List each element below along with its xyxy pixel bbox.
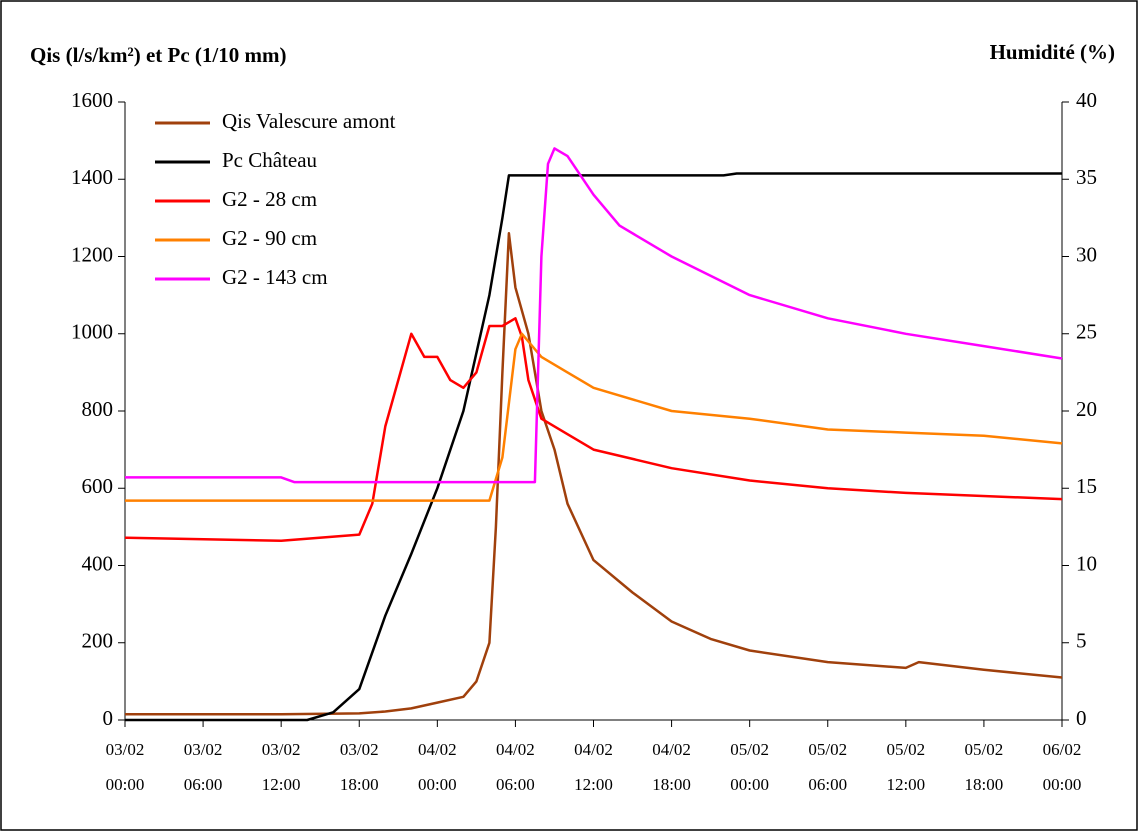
- y-tick-label: 0: [103, 706, 114, 730]
- y2-tick-label: 10: [1076, 551, 1097, 575]
- x-tick-label: 03/02 18:00: [339, 740, 379, 794]
- series-line: [124, 317, 1063, 543]
- y2-tick-label: 25: [1076, 320, 1097, 344]
- x-tick-label: 05/02 12:00: [886, 740, 926, 794]
- y-tick-label: 600: [82, 474, 114, 498]
- legend-label: G2 - 90 cm: [222, 226, 317, 250]
- series-line: [125, 172, 1062, 722]
- x-tick-label: 05/02 06:00: [808, 740, 848, 794]
- series-line: [125, 332, 1063, 502]
- y-tick-label: 1400: [71, 165, 113, 189]
- y2-tick-label: 35: [1076, 165, 1097, 189]
- x-tick-label: 04/02 06:00: [496, 740, 535, 794]
- y2-tick-label: 40: [1076, 88, 1097, 112]
- x-tick-label: 05/02 00:00: [730, 740, 770, 794]
- x-tick-label: 03/02 06:00: [183, 740, 223, 794]
- x-tick-label: 04/02 00:00: [417, 740, 457, 794]
- y-tick-label: 1600: [71, 88, 113, 112]
- y-tick-label: 1200: [71, 242, 113, 266]
- x-tick-label: 06/02 00:00: [1042, 740, 1082, 794]
- y2-tick-label: 20: [1076, 397, 1097, 421]
- y2-tick-label: 5: [1076, 629, 1087, 653]
- y2-tick-label: 15: [1076, 474, 1097, 498]
- y2-tick-label: 30: [1076, 242, 1097, 266]
- x-tick-label: 03/02 00:00: [105, 740, 145, 794]
- x-tick-label: 05/02 18:00: [964, 740, 1004, 794]
- y-tick-label: 200: [82, 629, 114, 653]
- x-tick-label: 04/02 18:00: [652, 740, 691, 794]
- series-line: [125, 232, 1063, 716]
- y2-axis-label: Humidité (%): [990, 40, 1115, 64]
- y-axis-label: Qis (l/s/km²) et Pc (1/10 mm): [30, 43, 287, 67]
- legend-label: Pc Château: [222, 148, 318, 172]
- series-line: [125, 147, 1063, 484]
- y2-tick-label: 0: [1076, 706, 1087, 730]
- legend-label: G2 - 28 cm: [222, 187, 317, 211]
- x-tick-label: 04/02 12:00: [574, 740, 613, 794]
- y-tick-label: 1000: [71, 320, 113, 344]
- y-tick-label: 400: [82, 551, 114, 575]
- y-tick-label: 800: [82, 397, 114, 421]
- legend-label: G2 - 143 cm: [222, 265, 328, 289]
- legend-label: Qis Valescure amont: [222, 109, 396, 133]
- x-tick-label: 03/02 12:00: [261, 740, 301, 794]
